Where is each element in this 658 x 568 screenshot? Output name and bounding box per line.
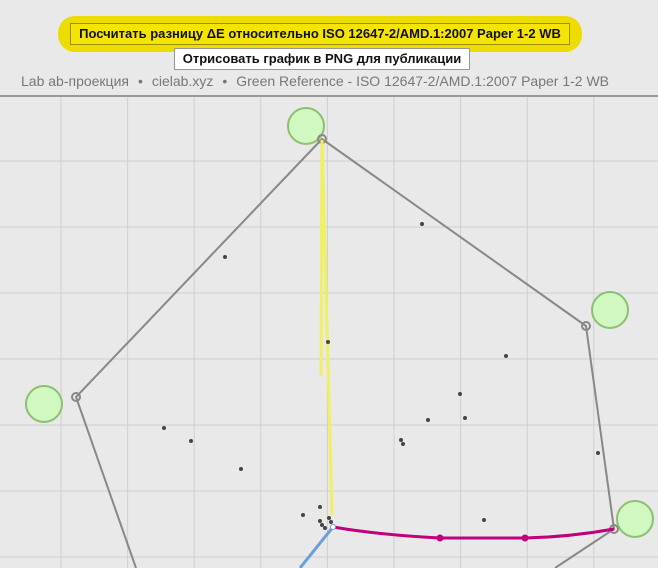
separator: • (222, 73, 228, 89)
reference-circle (616, 500, 654, 538)
sample-point (426, 418, 430, 422)
gamut-outline (74, 137, 616, 568)
yellow-path (319, 139, 334, 516)
sample-point (399, 438, 403, 442)
sample-point (318, 505, 322, 509)
breadcrumb-projection[interactable]: Lab ab-проекция (21, 73, 129, 89)
magenta-path (332, 525, 615, 540)
reference-circle (287, 107, 325, 145)
sample-point (596, 451, 600, 455)
sample-point (239, 467, 243, 471)
sample-point (189, 439, 193, 443)
sample-points (162, 222, 600, 530)
sample-point (301, 513, 305, 517)
sample-point (162, 426, 166, 430)
magenta-point (521, 534, 529, 542)
render-png-button[interactable]: Отрисовать график в PNG для публикации (173, 48, 471, 70)
sample-point (420, 222, 424, 226)
origin-point (330, 524, 336, 530)
sample-point (504, 354, 508, 358)
reference-circle (25, 385, 63, 423)
magenta-point (436, 534, 444, 542)
highlight-halo: Посчитать разницу ΔE относительно ISO 12… (58, 16, 582, 52)
blue-path (298, 526, 335, 568)
sample-point (458, 392, 462, 396)
sample-point (320, 523, 324, 527)
sample-point (323, 526, 327, 530)
sample-point (401, 442, 405, 446)
sample-point (223, 255, 227, 259)
sample-point (329, 520, 333, 524)
gamut-vertices (71, 134, 619, 534)
toolbar-top: Посчитать разницу ΔE относительно ISO 12… (0, 16, 640, 52)
breadcrumb: Lab ab-проекция • cielab.xyz • Green Referen… (21, 73, 609, 90)
sample-point (463, 416, 467, 420)
sample-point (326, 340, 330, 344)
delta-e-button[interactable]: Посчитать разницу ΔE относительно ISO 12… (70, 23, 570, 45)
sample-point (318, 519, 322, 523)
reference-circles (25, 107, 654, 538)
reference-circle (591, 291, 629, 329)
sample-point (482, 518, 486, 522)
separator: • (137, 73, 143, 89)
breadcrumb-site[interactable]: cielab.xyz (151, 73, 214, 89)
grid (0, 97, 658, 568)
breadcrumb-reference: Green Reference - ISO 12647-2/AMD.1:2007… (236, 73, 609, 89)
sample-point (327, 516, 331, 520)
toolbar-second: Отрисовать график в PNG для публикации (0, 48, 644, 70)
